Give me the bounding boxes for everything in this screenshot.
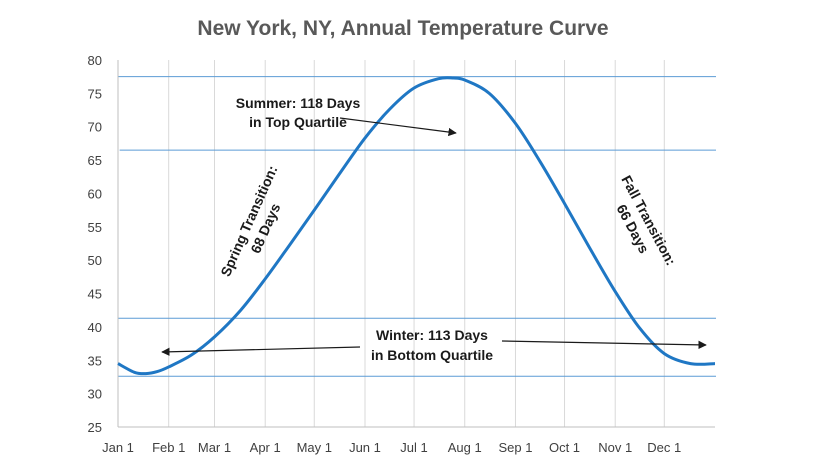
x-tick-label-feb-1: Feb 1 (152, 440, 185, 455)
x-tick-label-jan-1: Jan 1 (102, 440, 134, 455)
summer-annotation-line-2: in Top Quartile (249, 114, 347, 130)
y-tick-label-30: 30 (88, 387, 102, 402)
y-tick-label-70: 70 (88, 120, 102, 135)
y-tick-label-50: 50 (88, 253, 102, 268)
y-tick-label-40: 40 (88, 320, 102, 335)
x-tick-label-nov-1: Nov 1 (598, 440, 632, 455)
y-tick-label-65: 65 (88, 153, 102, 168)
winter-annotation-line-2: in Bottom Quartile (371, 347, 493, 363)
x-tick-label-dec-1: Dec 1 (647, 440, 681, 455)
y-tick-label-75: 75 (88, 86, 102, 101)
x-tick-label-apr-1: Apr 1 (250, 440, 281, 455)
x-tick-label-jul-1: Jul 1 (400, 440, 427, 455)
x-tick-label-sep-1: Sep 1 (498, 440, 532, 455)
winter-annotation: Winter: 113 Days in Bottom Quartile (161, 327, 707, 363)
x-tick-label-aug-1: Aug 1 (448, 440, 482, 455)
y-tick-label-60: 60 (88, 186, 102, 201)
winter-arrow-right (501, 340, 707, 350)
chart-title: New York, NY, Annual Temperature Curve (197, 17, 608, 40)
winter-arrow-left (161, 346, 361, 357)
y-tick-label-35: 35 (88, 353, 102, 368)
x-tick-label-oct-1: Oct 1 (549, 440, 580, 455)
x-tick-label-mar-1: Mar 1 (198, 440, 231, 455)
y-tick-label-80: 80 (88, 53, 102, 68)
fall-annotation: Fall Transition: 66 Days (613, 173, 679, 268)
y-tick-label-45: 45 (88, 287, 102, 302)
y-tick-label-25: 25 (88, 420, 102, 435)
y-tick-label-55: 55 (88, 220, 102, 235)
summer-arrow (339, 117, 457, 137)
winter-annotation-line-1: Winter: 113 Days (376, 327, 488, 343)
x-tick-label-may-1: May 1 (297, 440, 332, 455)
summer-annotation-line-1: Summer: 118 Days (236, 95, 361, 111)
x-tick-label-jun-1: Jun 1 (349, 440, 381, 455)
spring-annotation: Spring Transition: 68 Days (217, 163, 283, 279)
summer-annotation: Summer: 118 Days in Top Quartile (236, 95, 457, 137)
temperature-curve-line (117, 76, 716, 376)
